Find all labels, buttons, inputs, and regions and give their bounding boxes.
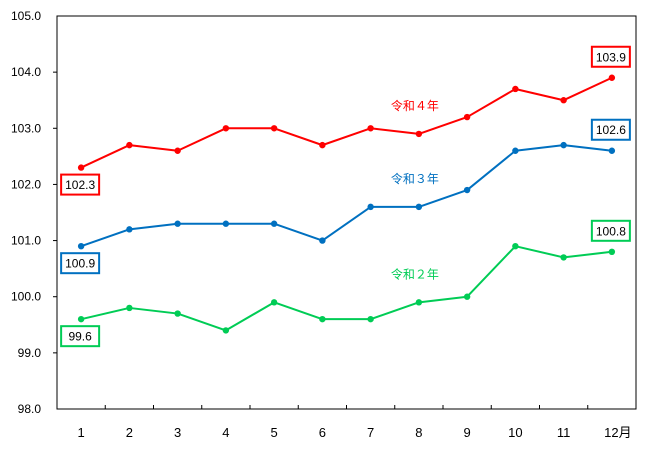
y-tick-label: 103.0: [11, 121, 41, 135]
y-tick-label: 101.0: [11, 234, 41, 248]
end-value-text: 103.9: [596, 50, 626, 64]
start-value-text: 100.9: [65, 257, 95, 271]
x-tick-label: 2: [126, 425, 133, 440]
data-point: [512, 85, 519, 93]
data-point: [608, 74, 616, 81]
label-layer: 令和４年 102.3 103.9 令和３年 100.9 102.6 令和２年 99.6 100.…: [60, 45, 631, 348]
series-2: [77, 141, 616, 250]
x-tick-label: 9: [464, 425, 471, 440]
data-point: [77, 242, 85, 250]
start-value-text: 99.6: [68, 330, 92, 344]
data-point: [415, 299, 423, 306]
y-axis: 98.0 99.0 100.0 101.0 102.0 103.0 104.0 105.0: [11, 9, 57, 416]
data-point: [415, 130, 423, 138]
y-tick-label: 99.0: [18, 346, 42, 360]
start-value-label: 99.6: [60, 325, 101, 348]
y-tick-label: 105.0: [11, 9, 41, 23]
data-point: [608, 147, 616, 154]
start-value-label: 102.3: [60, 173, 101, 196]
end-value-text: 102.6: [596, 123, 626, 137]
data-point: [367, 125, 374, 132]
data-point: [319, 315, 326, 323]
x-tick-label: 11: [557, 425, 571, 440]
x-tick-label: 4: [222, 425, 229, 440]
data-point: [512, 147, 519, 154]
data-point: [319, 141, 326, 149]
end-value-label: 103.9: [590, 45, 631, 68]
data-point: [174, 147, 181, 154]
end-value-label: 102.6: [590, 118, 631, 141]
x-tick-label: 1: [78, 425, 85, 440]
data-point: [222, 327, 230, 334]
x-axis: 1 2 3 4 5 6 7 8 9 10 11 12月: [78, 405, 632, 440]
data-point: [367, 203, 374, 211]
start-value-box: [60, 252, 101, 275]
data-point: [270, 220, 278, 227]
data-point: [560, 97, 567, 104]
data-point: [463, 186, 471, 194]
y-tick-label: 102.0: [11, 177, 41, 191]
series-line: [80, 144, 612, 248]
data-point: [270, 299, 278, 306]
data-point: [126, 304, 133, 312]
start-value-label: 100.9: [60, 252, 101, 275]
data-point: [463, 113, 471, 121]
series-name-label: 令和３年: [391, 171, 439, 186]
data-point: [560, 141, 567, 149]
series-layer: [77, 74, 616, 334]
y-tick-label: 98.0: [18, 402, 42, 416]
y-tick-label: 100.0: [11, 290, 41, 304]
series-name-label: 令和４年: [391, 98, 439, 113]
series-name-label: 令和２年: [391, 266, 439, 281]
series-line: [80, 76, 613, 169]
data-point: [77, 164, 85, 171]
end-value-box: [590, 45, 631, 68]
series-line: [80, 245, 612, 332]
series-1: [77, 74, 616, 171]
data-point: [512, 242, 519, 250]
data-point: [415, 203, 423, 211]
data-point: [126, 141, 133, 149]
data-point: [222, 125, 230, 132]
end-value-label: 100.8: [590, 219, 631, 242]
x-tick-label: 3: [174, 425, 181, 440]
x-tick-label: 5: [271, 425, 278, 440]
end-value-box: [590, 219, 631, 242]
y-tick-label: 104.0: [11, 65, 41, 79]
data-point: [77, 315, 85, 323]
end-value-box: [590, 118, 631, 141]
x-tick-label: 10: [508, 425, 522, 440]
data-point: [560, 254, 567, 261]
start-value-text: 102.3: [65, 178, 95, 192]
x-tick-label: 6: [319, 425, 326, 440]
x-tick-label: 8: [415, 425, 422, 440]
data-point: [367, 315, 374, 323]
x-tick-label: 12月: [604, 425, 631, 440]
data-point: [608, 248, 616, 255]
data-point: [463, 293, 471, 300]
x-tick-label: 7: [367, 425, 374, 440]
series-3: [77, 242, 616, 334]
data-point: [222, 220, 230, 227]
data-point: [126, 226, 133, 233]
data-point: [270, 125, 278, 132]
end-value-text: 100.8: [596, 224, 626, 238]
start-value-box: [60, 173, 101, 196]
data-point: [174, 220, 181, 227]
data-point: [174, 310, 181, 317]
start-value-box: [60, 325, 101, 348]
data-point: [319, 237, 326, 244]
